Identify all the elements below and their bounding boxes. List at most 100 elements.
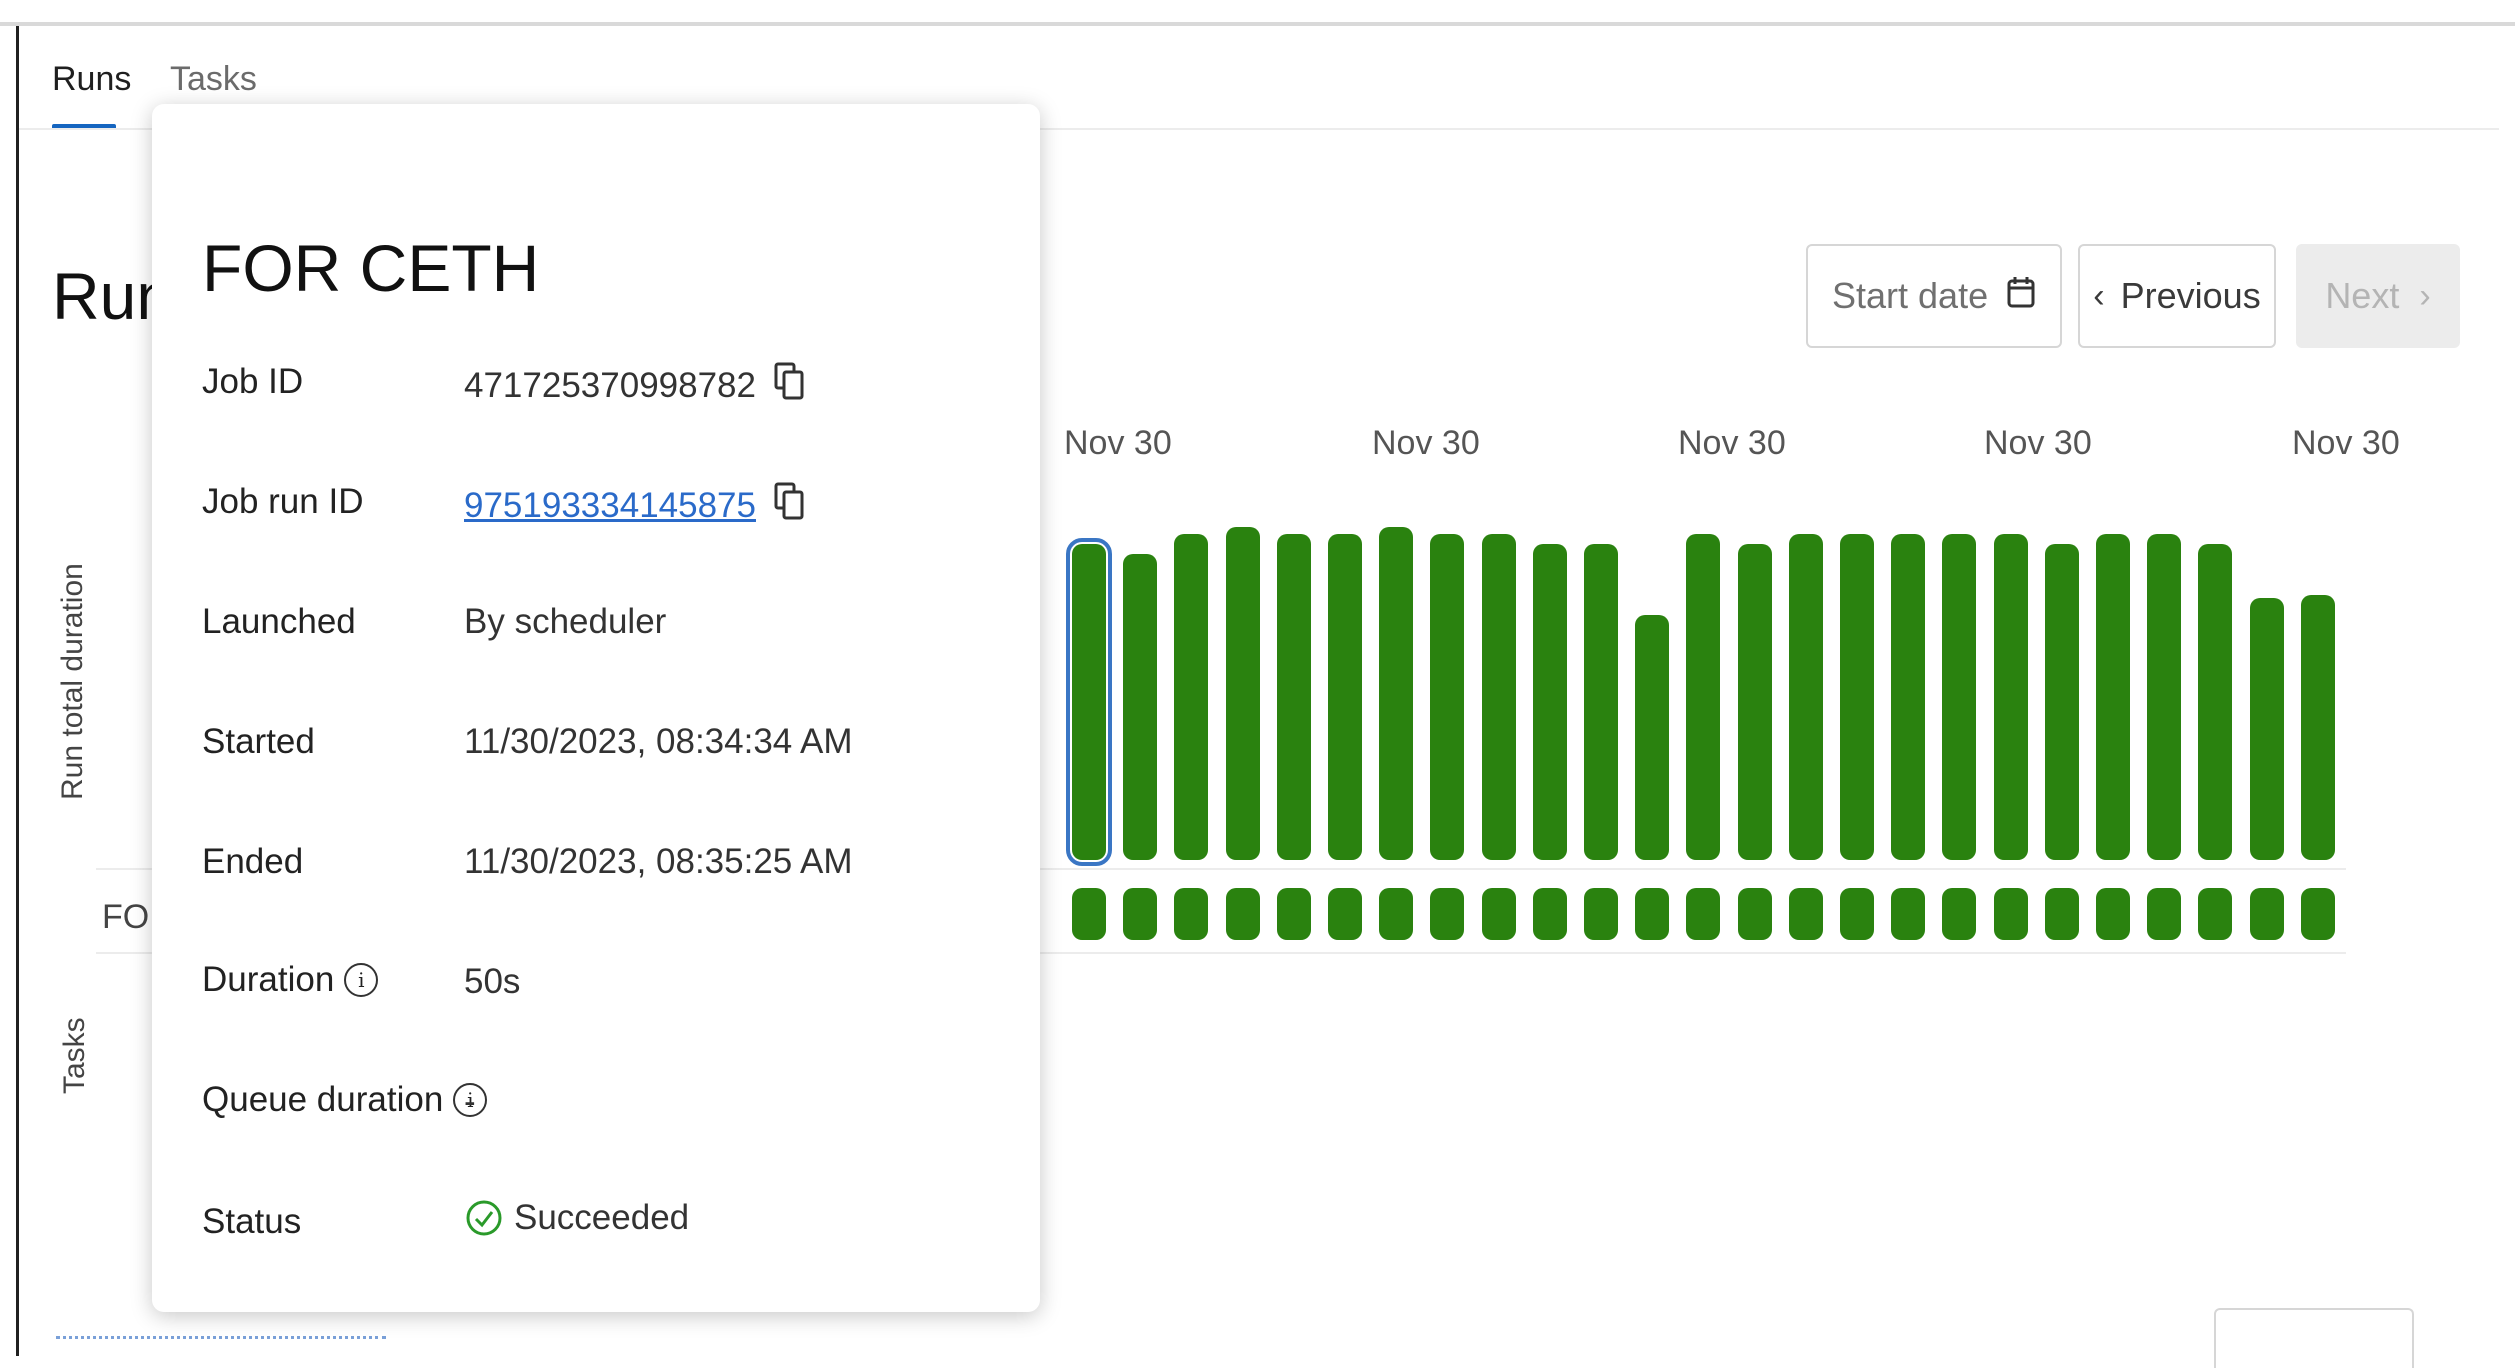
bottom-right-control[interactable] xyxy=(2214,1308,2414,1368)
task-status-square[interactable] xyxy=(1891,888,1925,940)
task-status-square[interactable] xyxy=(1686,888,1720,940)
run-duration-bar[interactable] xyxy=(1840,534,1874,860)
job-id-value: 471725370998782 xyxy=(464,365,756,405)
x-axis-date-label: Nov 30 xyxy=(2292,424,2400,462)
duration-value: 50s xyxy=(464,962,521,1001)
chart-row-divider xyxy=(96,868,2346,870)
run-duration-bar[interactable] xyxy=(1738,544,1772,860)
run-duration-bar[interactable] xyxy=(1066,538,1112,866)
tab-runs[interactable]: Runs xyxy=(52,60,132,98)
bottom-link-fragment xyxy=(56,1336,386,1345)
task-status-square[interactable] xyxy=(2096,888,2130,940)
status-label: Status xyxy=(202,1202,302,1241)
task-status-square[interactable] xyxy=(1328,888,1362,940)
task-status-square[interactable] xyxy=(1482,888,1516,940)
check-circle-icon xyxy=(464,1198,504,1238)
job-run-id-link[interactable]: 975193334145875 xyxy=(464,485,756,525)
task-status-square[interactable] xyxy=(2198,888,2232,940)
task-status-square[interactable] xyxy=(1942,888,1976,940)
task-status-square[interactable] xyxy=(1840,888,1874,940)
task-status-square[interactable] xyxy=(2045,888,2079,940)
start-date-picker[interactable]: Start date xyxy=(1806,244,2062,348)
x-axis-date-label: Nov 30 xyxy=(1678,424,1786,462)
chevron-right-icon: › xyxy=(2419,276,2431,315)
status-row: Succeeded xyxy=(464,1198,689,1238)
run-duration-axis-label: Run total duration xyxy=(56,563,89,800)
started-label: Started xyxy=(202,722,315,761)
previous-button[interactable]: ‹ Previous xyxy=(2078,244,2276,348)
run-duration-bar[interactable] xyxy=(1430,534,1464,860)
task-row-divider xyxy=(96,952,2346,954)
task-status-square[interactable] xyxy=(1277,888,1311,940)
run-duration-bar[interactable] xyxy=(1686,534,1720,860)
run-duration-bar[interactable] xyxy=(1635,615,1669,860)
run-duration-bar[interactable] xyxy=(1174,534,1208,860)
run-duration-bar[interactable] xyxy=(1226,527,1260,860)
launched-label: Launched xyxy=(202,602,356,641)
run-duration-bar[interactable] xyxy=(2198,544,2232,860)
task-status-square[interactable] xyxy=(1379,888,1413,940)
run-details-card: FOR CETH Job ID 471725370998782 Job run … xyxy=(152,104,1040,1312)
task-status-square[interactable] xyxy=(1994,888,2028,940)
run-duration-bar[interactable] xyxy=(1277,534,1311,860)
launched-value: By scheduler xyxy=(464,602,667,641)
x-axis-date-label: Nov 30 xyxy=(1984,424,2092,462)
task-status-square[interactable] xyxy=(1430,888,1464,940)
task-status-square[interactable] xyxy=(1072,888,1106,940)
run-duration-bar[interactable] xyxy=(2301,595,2335,860)
top-border xyxy=(0,22,2515,26)
task-status-square[interactable] xyxy=(1584,888,1618,940)
run-duration-bar[interactable] xyxy=(1789,534,1823,860)
duration-label-row: Duration i xyxy=(202,960,379,1000)
queue-duration-label-row: Queue duration i xyxy=(202,1080,488,1120)
run-duration-bar[interactable] xyxy=(1891,534,1925,860)
run-duration-bar[interactable] xyxy=(1942,534,1976,860)
task-status-square[interactable] xyxy=(2250,888,2284,940)
started-value: 11/30/2023, 08:34:34 AM xyxy=(464,722,853,761)
job-run-id-row: 975193334145875 xyxy=(464,482,804,529)
job-run-id-label: Job run ID xyxy=(202,482,364,521)
run-duration-bar[interactable] xyxy=(1379,527,1413,860)
active-tab-indicator xyxy=(52,124,116,130)
next-label: Next xyxy=(2325,275,2400,316)
queue-duration-label: Queue duration xyxy=(202,1080,444,1119)
left-border xyxy=(16,26,19,1356)
run-duration-bar[interactable] xyxy=(2045,544,2079,860)
run-duration-bar[interactable] xyxy=(2250,598,2284,860)
copy-icon[interactable] xyxy=(774,482,804,529)
task-status-square[interactable] xyxy=(1123,888,1157,940)
next-button[interactable]: Next › xyxy=(2296,244,2460,348)
task-status-square[interactable] xyxy=(1789,888,1823,940)
run-duration-bar[interactable] xyxy=(1328,534,1362,860)
previous-label: Previous xyxy=(2120,275,2261,316)
run-duration-bar[interactable] xyxy=(2096,534,2130,860)
ended-value: 11/30/2023, 08:35:25 AM xyxy=(464,842,853,881)
card-title: FOR CETH xyxy=(202,231,540,305)
task-status-square[interactable] xyxy=(1533,888,1567,940)
tab-tasks[interactable]: Tasks xyxy=(170,60,257,98)
start-date-placeholder: Start date xyxy=(1832,275,1989,316)
tasks-axis-label: Tasks xyxy=(58,1017,91,1094)
job-id-label: Job ID xyxy=(202,362,304,401)
calendar-icon[interactable] xyxy=(2006,275,2036,318)
copy-icon[interactable] xyxy=(774,362,804,409)
run-duration-bar[interactable] xyxy=(2147,534,2181,860)
task-status-square[interactable] xyxy=(2301,888,2335,940)
info-icon[interactable]: i xyxy=(453,1083,488,1117)
chevron-left-icon: ‹ xyxy=(2093,276,2105,315)
task-status-square[interactable] xyxy=(1226,888,1260,940)
task-status-square[interactable] xyxy=(1174,888,1208,940)
run-duration-bar[interactable] xyxy=(1123,554,1157,860)
run-duration-bar[interactable] xyxy=(1482,534,1516,860)
run-duration-bar[interactable] xyxy=(1584,544,1618,860)
tabs-divider xyxy=(19,128,2499,130)
task-status-square[interactable] xyxy=(1738,888,1772,940)
duration-label: Duration xyxy=(202,960,335,999)
run-duration-bar[interactable] xyxy=(1994,534,2028,860)
task-status-square[interactable] xyxy=(1635,888,1669,940)
info-icon[interactable]: i xyxy=(344,963,379,997)
run-duration-bar[interactable] xyxy=(1533,544,1567,860)
x-axis-date-label: Nov 30 xyxy=(1064,424,1172,462)
job-id-row: 471725370998782 xyxy=(464,362,804,409)
task-status-square[interactable] xyxy=(2147,888,2181,940)
